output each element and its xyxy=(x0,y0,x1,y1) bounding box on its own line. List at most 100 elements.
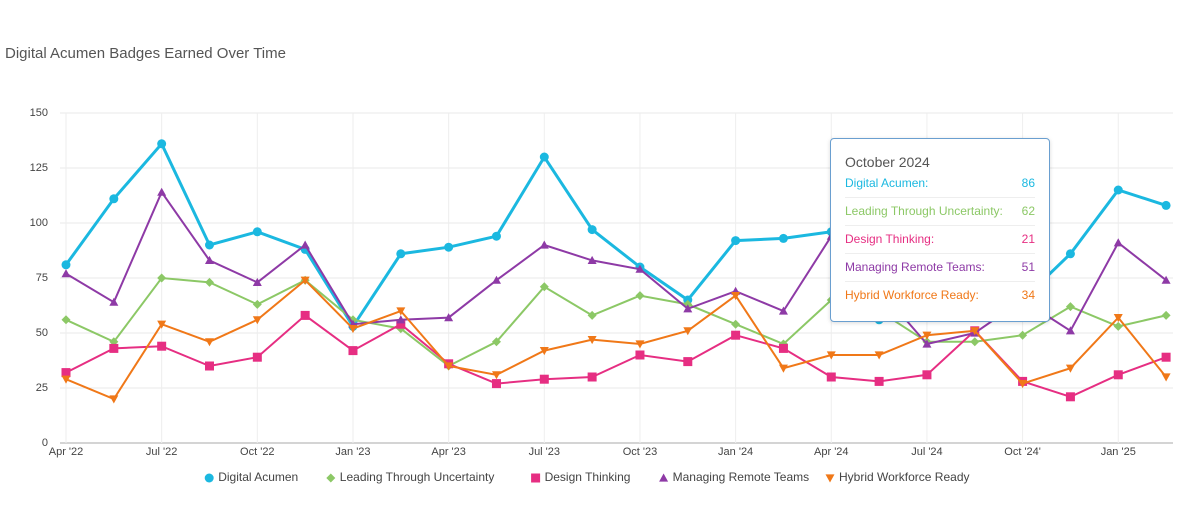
data-point xyxy=(396,307,406,316)
data-point xyxy=(1161,352,1171,362)
data-point xyxy=(970,337,980,347)
data-point xyxy=(61,260,71,270)
data-point xyxy=(635,264,645,273)
data-point xyxy=(491,379,501,389)
data-point xyxy=(778,233,788,243)
data-point xyxy=(587,310,597,320)
data-point xyxy=(204,361,214,371)
legend-marker xyxy=(825,474,835,483)
data-point xyxy=(1065,326,1075,335)
x-tick-label: Apr '22 xyxy=(49,446,84,458)
tooltip-text: Hybrid Workforce Ready: xyxy=(845,288,979,302)
data-point xyxy=(1065,249,1075,259)
tooltip-row: Design Thinking: 21 xyxy=(845,225,1035,254)
data-point xyxy=(874,376,884,386)
data-point xyxy=(731,330,741,340)
data-point xyxy=(922,339,932,348)
y-tick-label: 125 xyxy=(30,162,48,174)
data-point xyxy=(491,275,501,284)
data-point xyxy=(778,364,788,373)
legend-label: Digital Acumen xyxy=(218,470,298,484)
data-point xyxy=(157,187,167,196)
data-point xyxy=(396,249,406,259)
data-point xyxy=(396,319,406,329)
series-line xyxy=(65,314,1167,398)
data-point xyxy=(252,352,262,362)
data-point xyxy=(204,255,214,264)
y-tick-label: 150 xyxy=(30,107,48,119)
legend-label: Hybrid Workforce Ready xyxy=(839,470,970,484)
data-point xyxy=(1018,330,1028,340)
data-point xyxy=(1161,373,1171,382)
tooltip-row: Hybrid Workforce Ready: 34 xyxy=(845,281,1035,309)
data-point xyxy=(444,313,454,322)
legend-marker xyxy=(659,473,669,482)
data-point xyxy=(1018,380,1028,389)
data-point xyxy=(587,225,597,235)
data-point xyxy=(109,297,119,306)
data-point xyxy=(348,346,358,356)
data-point xyxy=(1113,314,1123,323)
data-point xyxy=(922,370,932,380)
data-point xyxy=(539,152,549,162)
x-tick-label: Oct '24' xyxy=(1004,446,1041,458)
data-point xyxy=(252,227,262,237)
data-point xyxy=(683,357,693,367)
data-point xyxy=(348,325,358,334)
x-tick-label: Oct '22 xyxy=(240,446,275,458)
tooltip-text: Managing Remote Teams: xyxy=(845,260,985,274)
data-point xyxy=(204,240,214,250)
legend-marker xyxy=(531,473,541,483)
data-point xyxy=(491,231,501,241)
data-point xyxy=(539,347,549,356)
data-point xyxy=(1065,392,1075,402)
y-tick-label: 75 xyxy=(36,272,48,284)
data-point xyxy=(1113,238,1123,247)
data-point xyxy=(826,372,836,382)
data-point xyxy=(444,362,454,371)
y-tick-label: 25 xyxy=(36,382,48,394)
x-tick-label: Jul '24 xyxy=(911,446,942,458)
tooltip-row: Leading Through Uncertainty: 62 xyxy=(845,197,1035,226)
data-point xyxy=(970,327,980,336)
data-point xyxy=(491,337,501,347)
tooltip-text: 51 xyxy=(1021,260,1035,274)
tooltip-text: Digital Acumen: xyxy=(845,176,929,190)
data-point xyxy=(635,340,645,349)
data-point xyxy=(300,240,310,249)
data-point xyxy=(683,304,693,313)
x-tick-label: Jan '23 xyxy=(335,446,370,458)
data-point xyxy=(157,273,167,283)
x-tick-label: Oct '23 xyxy=(623,446,658,458)
y-tick-label: 0 xyxy=(42,437,48,449)
data-point xyxy=(61,368,71,378)
data-point xyxy=(252,316,262,325)
data-point xyxy=(252,277,262,286)
data-point xyxy=(204,277,214,287)
data-point xyxy=(300,276,310,285)
data-point xyxy=(731,292,741,301)
data-point xyxy=(1065,302,1075,312)
data-point xyxy=(491,371,501,380)
data-point xyxy=(731,236,741,246)
data-point xyxy=(1113,321,1123,331)
tooltip-text: 62 xyxy=(1021,204,1035,218)
data-point xyxy=(157,320,167,329)
x-tick-label: Jul '22 xyxy=(146,446,177,458)
data-point xyxy=(1161,200,1171,210)
legend-label: Leading Through Uncertainty xyxy=(340,470,495,484)
data-point xyxy=(157,341,167,351)
data-point xyxy=(922,331,932,340)
data-point xyxy=(61,269,71,278)
y-tick-label: 100 xyxy=(30,217,48,229)
data-point xyxy=(109,395,119,404)
data-point xyxy=(204,338,214,347)
data-point xyxy=(1113,370,1123,380)
chart-title: Digital Acumen Badges Earned Over Time xyxy=(5,45,286,62)
data-point xyxy=(826,351,836,360)
x-tick-label: Apr '24 xyxy=(814,446,849,458)
legend-label: Managing Remote Teams xyxy=(673,470,810,484)
data-point xyxy=(683,327,693,336)
tooltip-text: Leading Through Uncertainty: xyxy=(845,204,1003,218)
